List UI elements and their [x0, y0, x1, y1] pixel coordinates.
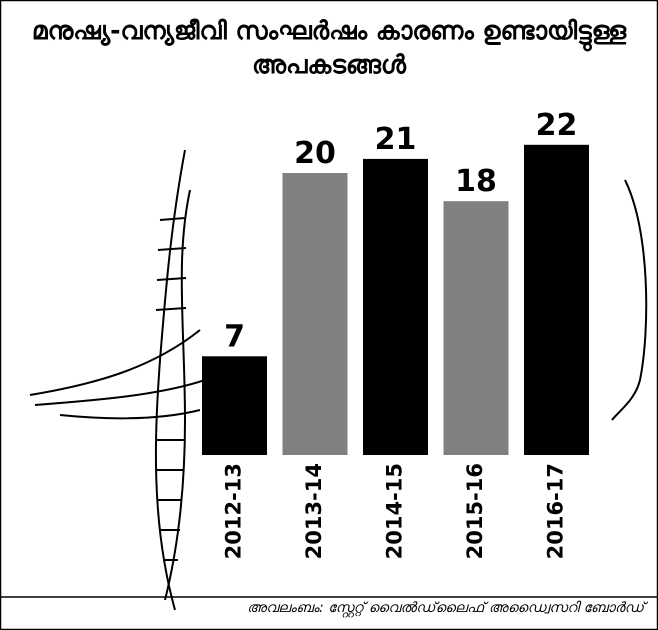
- bar: [363, 158, 428, 455]
- value-label: 21: [375, 122, 417, 157]
- x-tick-label: 2013-14: [302, 463, 326, 559]
- value-label: 22: [536, 108, 578, 143]
- bar: [443, 201, 509, 455]
- bar: [524, 144, 589, 456]
- x-tick-label: 2014-15: [383, 463, 407, 559]
- x-tick-label: 2012-13: [222, 463, 246, 559]
- chart-title: മനുഷ്യ-വന്യജീവി സംഘർഷം കാരണം ഉണ്ടായിട്ടു…: [31, 16, 627, 79]
- value-label: 20: [294, 136, 336, 171]
- value-label: 7: [224, 319, 245, 354]
- x-tick-label: 2016-17: [544, 463, 568, 559]
- source-note: അവലംബം: സ്റ്റേറ്റ് വൈൽഡ്‌ലൈഫ് അഡ്വൈസറി ബ…: [247, 600, 644, 616]
- bar: [202, 356, 267, 455]
- bar: [282, 173, 348, 455]
- elephant-sketch: [29, 149, 648, 611]
- value-label: 18: [455, 164, 497, 199]
- x-tick-label: 2015-16: [463, 463, 487, 559]
